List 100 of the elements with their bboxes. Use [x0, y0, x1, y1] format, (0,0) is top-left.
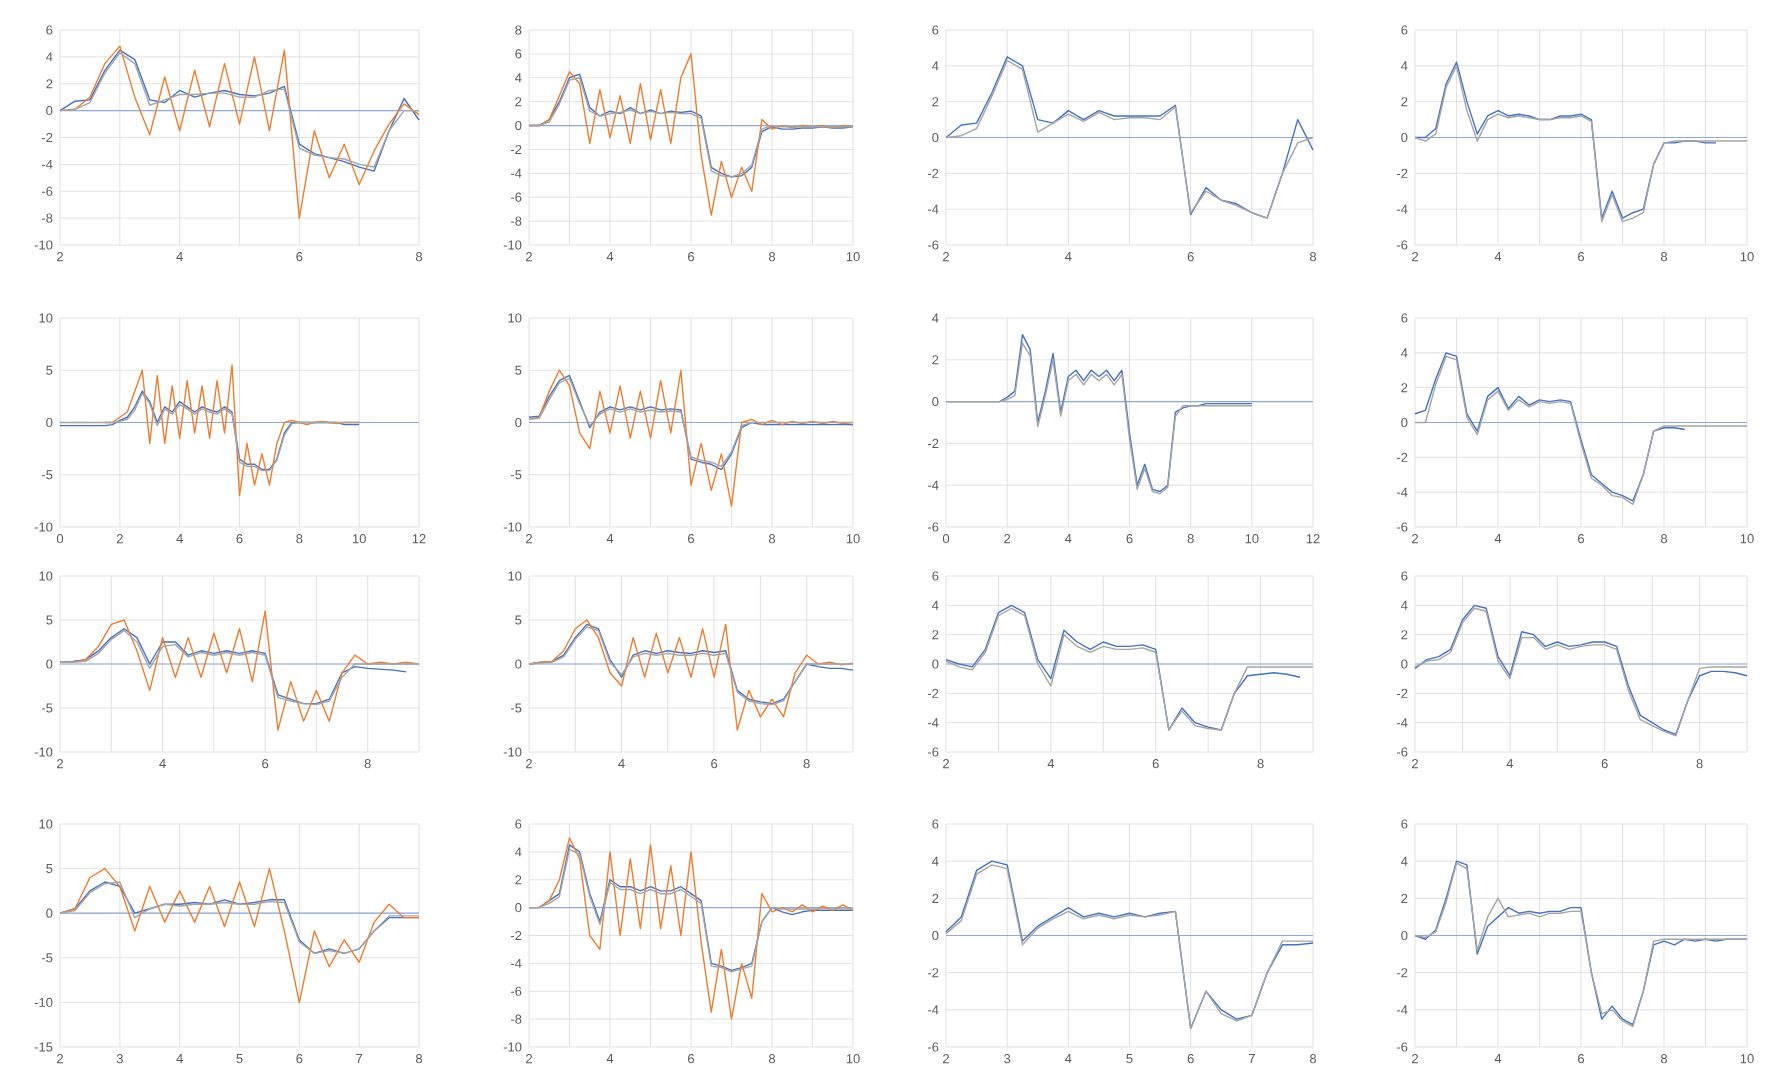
x-tick-label: 10 — [846, 252, 860, 262]
x-tick-label: 10 — [1245, 534, 1259, 544]
x-tick-label: 0 — [942, 534, 950, 544]
y-tick-label: -10 — [503, 522, 522, 532]
y-tick-label: -10 — [503, 240, 522, 250]
y-tick-label: -6 — [1396, 747, 1408, 757]
y-tick-label: -10 — [503, 747, 522, 757]
y-tick-label: -2 — [1396, 168, 1408, 178]
x-tick-label: 4 — [1494, 1054, 1502, 1064]
x-tick-label: 2 — [1412, 759, 1418, 769]
y-tick-label: -6 — [510, 986, 522, 996]
y-tick-label: 2 — [515, 875, 522, 885]
y-tick-label: 2 — [1401, 630, 1408, 640]
y-tick-label: 5 — [46, 615, 53, 625]
x-tick-label: 8 — [364, 759, 371, 769]
x-tick-label: 2 — [943, 759, 949, 769]
y-tick-label: -6 — [1396, 240, 1408, 250]
y-tick-label: 0 — [1401, 132, 1408, 143]
y-tick-label: -5 — [510, 703, 522, 713]
y-tick-label: -2 — [1396, 688, 1408, 698]
y-tick-label: 10 — [508, 313, 522, 323]
y-tick-label: -4 — [1396, 487, 1408, 497]
y-tick-label: 2 — [1401, 97, 1408, 107]
x-tick-label: 6 — [688, 252, 695, 262]
y-tick-label: -4 — [927, 204, 939, 214]
x-tick-label: 4 — [1065, 252, 1072, 261]
y-tick-label: 4 — [932, 856, 939, 866]
y-tick-label: 2 — [46, 79, 53, 89]
y-tick-label: -4 — [927, 1005, 939, 1015]
x-tick-label: 2 — [1004, 534, 1011, 544]
y-tick-label: 6 — [1401, 571, 1408, 581]
x-tick-label: 8 — [1696, 759, 1703, 769]
x-tick-label: 8 — [1309, 1054, 1317, 1064]
y-tick-label: 2 — [1401, 383, 1408, 393]
x-tick-label: 6 — [1578, 534, 1585, 544]
y-tick-label: 0 — [515, 903, 522, 913]
x-tick-label: 6 — [236, 534, 243, 544]
y-tick-label: 2 — [932, 630, 939, 640]
x-tick-label: 8 — [803, 759, 810, 769]
x-tick-label: 4 — [1494, 252, 1502, 261]
y-tick-label: 10 — [508, 571, 522, 581]
x-tick-label: 4 — [606, 252, 614, 261]
x-tick-label: 6 — [1152, 759, 1159, 769]
y-tick-label: 6 — [932, 819, 939, 829]
x-tick-label: 6 — [296, 1054, 303, 1064]
x-tick-label: 2 — [526, 534, 532, 544]
y-tick-label: 6 — [1401, 313, 1408, 323]
y-tick-label: -6 — [927, 1042, 939, 1052]
y-tick-label: 4 — [1401, 600, 1408, 610]
x-tick-label: 4 — [176, 534, 183, 543]
y-tick-label: -2 — [1396, 452, 1408, 462]
y-tick-label: -2 — [1396, 968, 1408, 978]
x-tick-label: 6 — [1187, 1054, 1194, 1064]
x-tick-label: 2 — [526, 252, 532, 262]
y-tick-label: 10 — [39, 571, 53, 581]
y-tick-label: -4 — [510, 168, 522, 178]
y-tick-label: -2 — [927, 688, 939, 698]
x-tick-label: 6 — [1187, 252, 1194, 262]
y-tick-label: 6 — [46, 25, 53, 35]
y-tick-label: 2 — [515, 97, 522, 107]
y-tick-label: -6 — [510, 192, 522, 202]
y-tick-label: 4 — [515, 847, 522, 857]
x-tick-label: 10 — [846, 1054, 860, 1064]
y-tick-label: -5 — [41, 953, 53, 963]
y-tick-label: -4 — [41, 159, 53, 169]
x-tick-label: 2 — [526, 1054, 532, 1064]
x-tick-label: 2 — [57, 252, 63, 262]
x-tick-label: 10 — [1740, 252, 1754, 262]
x-tick-label: 2 — [57, 1054, 63, 1064]
x-tick-label: 8 — [1187, 534, 1194, 544]
y-tick-label: -6 — [1396, 522, 1408, 532]
y-tick-label: -4 — [1396, 718, 1408, 728]
y-tick-label: -8 — [510, 216, 522, 226]
x-tick-label: 4 — [618, 759, 625, 769]
x-tick-label: 2 — [116, 534, 123, 544]
y-tick-label: 0 — [932, 396, 939, 407]
x-tick-label: 8 — [1660, 1054, 1668, 1064]
y-tick-label: -10 — [503, 1042, 522, 1052]
x-tick-label: 10 — [846, 534, 860, 544]
x-tick-label: 4 — [1506, 759, 1514, 769]
x-tick-label: 6 — [688, 1054, 695, 1064]
x-tick-label: 6 — [711, 759, 718, 769]
x-tick-label: 5 — [236, 1054, 243, 1064]
x-tick-label: 12 — [1306, 534, 1320, 544]
x-tick-label: 6 — [1601, 759, 1608, 769]
x-tick-label: 2 — [57, 759, 63, 769]
y-tick-label: 2 — [932, 97, 939, 107]
x-tick-label: 12 — [412, 534, 426, 544]
y-tick-label: -4 — [1396, 1005, 1408, 1015]
x-tick-label: 4 — [176, 1054, 183, 1064]
x-tick-label: 4 — [1494, 534, 1502, 543]
y-tick-label: 6 — [1401, 819, 1408, 829]
x-tick-label: 8 — [1257, 759, 1264, 769]
x-tick-label: 10 — [1740, 534, 1754, 544]
x-tick-label: 4 — [1065, 534, 1072, 543]
x-tick-label: 8 — [1660, 252, 1668, 262]
x-tick-label: 3 — [116, 1054, 123, 1064]
x-tick-label: 8 — [768, 252, 776, 262]
x-tick-label: 8 — [768, 1054, 776, 1064]
y-tick-label: 0 — [515, 659, 522, 669]
